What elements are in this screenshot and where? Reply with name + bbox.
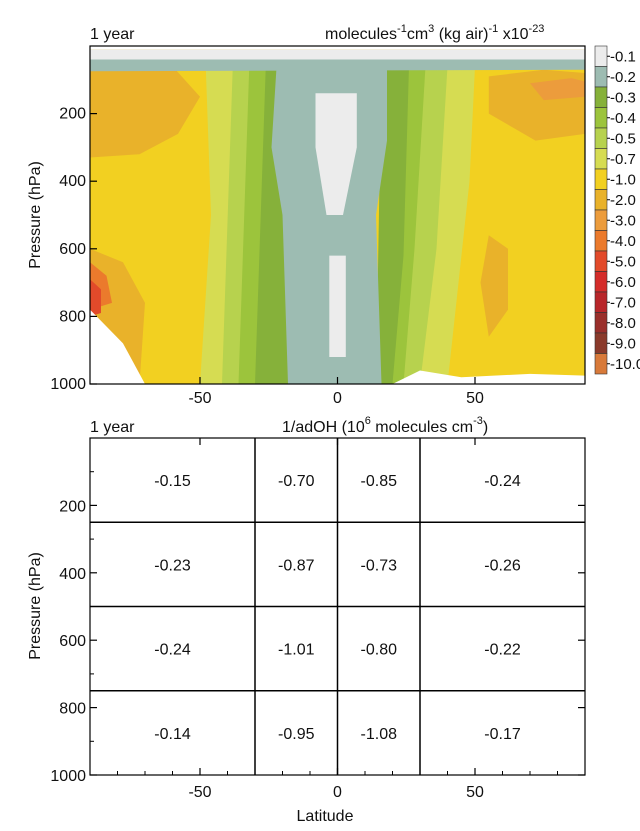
x-tick-label: 50 xyxy=(466,390,484,407)
table-axis-ticks: -50 0 50 200 400 600 800 1000 xyxy=(50,438,585,801)
colorbar-label: -8.0 xyxy=(610,315,636,332)
table-cell-value: -1.08 xyxy=(361,726,398,743)
table-cell-value: -0.73 xyxy=(361,557,398,574)
table-cell-value: -0.14 xyxy=(154,726,191,743)
table-cells: -0.15 -0.70 -0.85 -0.24 -0.23 -0.87 -0.73 -0.26… xyxy=(154,473,521,743)
y-tick-label: 600 xyxy=(59,633,86,650)
y-tick-label: 800 xyxy=(59,308,86,325)
colorbar-swatch xyxy=(594,209,608,231)
x-tick-label: 0 xyxy=(333,784,342,801)
x-tick-label: -50 xyxy=(188,390,211,407)
contour-ylabel: Pressure (hPa) xyxy=(27,161,44,269)
y-tick-label: 1000 xyxy=(50,768,86,785)
colorbar-label: -7.0 xyxy=(610,294,636,311)
y-tick-label: 1000 xyxy=(50,376,86,393)
table-cell-value: -0.23 xyxy=(154,557,191,574)
colorbar-label: -0.4 xyxy=(610,110,636,127)
contour-band xyxy=(90,49,585,60)
colorbar-swatch xyxy=(594,45,608,67)
colorbar-swatch xyxy=(594,353,608,375)
table-ylabel: Pressure (hPa) xyxy=(27,552,44,660)
colorbar-label: -5.0 xyxy=(610,253,636,270)
colorbar-swatch xyxy=(594,148,608,170)
colorbar-label: -0.2 xyxy=(610,69,636,86)
colorbar-label: -4.0 xyxy=(610,233,636,250)
grid-table-panel: -0.15 -0.70 -0.85 -0.24 -0.23 -0.87 -0.73 -0.26… xyxy=(27,415,586,825)
table-cell-value: -0.24 xyxy=(154,642,191,659)
table-cell-value: -0.17 xyxy=(484,726,521,743)
y-tick-label: 200 xyxy=(59,106,86,123)
contour-band xyxy=(90,279,101,317)
colorbar-label: -0.3 xyxy=(610,89,636,106)
contour-band xyxy=(271,59,387,384)
colorbar-label: -10.0 xyxy=(610,356,640,373)
table-cell-value: -0.22 xyxy=(484,642,521,659)
contour-band xyxy=(530,78,585,101)
table-grid-lines xyxy=(90,438,585,775)
colorbar-swatch xyxy=(594,230,608,252)
contour-panel: -50 0 50 200 400 600 800 1000 1 year molecules-… xyxy=(27,23,640,407)
contour-axis-ticks: -50 0 50 200 400 600 800 1000 xyxy=(50,106,484,407)
contour-units-label: molecules-1cm3 (kg air)-1 x10-23 xyxy=(325,23,544,43)
colorbar-swatch xyxy=(594,127,608,149)
contour-band xyxy=(392,370,585,384)
table-cell-value: -0.24 xyxy=(484,473,521,490)
colorbar-swatch xyxy=(594,332,608,354)
contour-band xyxy=(90,66,200,158)
contour-band xyxy=(315,93,357,215)
table-units-label: 1/adOH (106 molecules cm-3) xyxy=(282,415,488,436)
y-tick-label: 400 xyxy=(59,173,86,190)
colorbar-label: -1.0 xyxy=(610,171,636,188)
x-tick-label: 0 xyxy=(333,390,342,407)
colorbar-swatch xyxy=(594,189,608,211)
colorbar-label: -3.0 xyxy=(610,212,636,229)
colorbar-swatch xyxy=(594,271,608,293)
colorbar-label: -0.5 xyxy=(610,130,636,147)
table-period-label: 1 year xyxy=(90,419,135,436)
table-cell-value: -1.01 xyxy=(278,642,315,659)
table-cell-value: -0.26 xyxy=(484,557,521,574)
table-cell-value: -0.95 xyxy=(278,726,315,743)
colorbar-swatch xyxy=(594,107,608,129)
colorbar-swatch xyxy=(594,250,608,272)
y-tick-label: 200 xyxy=(59,498,86,515)
contour-period-label: 1 year xyxy=(90,26,135,43)
colorbar-label: -9.0 xyxy=(610,335,636,352)
x-tick-label: 50 xyxy=(466,784,484,801)
colorbar-label: -0.1 xyxy=(610,48,636,65)
colorbar-swatch xyxy=(594,291,608,313)
contour-band xyxy=(90,309,145,384)
table-cell-value: -0.85 xyxy=(361,473,398,490)
colorbar-label: -6.0 xyxy=(610,274,636,291)
colorbar-label: -2.0 xyxy=(610,192,636,209)
y-tick-label: 800 xyxy=(59,701,86,718)
contour-field xyxy=(90,49,585,384)
colorbar-label: -0.7 xyxy=(610,151,636,168)
table-xlabel: Latitude xyxy=(297,808,354,825)
y-tick-label: 400 xyxy=(59,566,86,583)
colorbar: -0.1 -0.2 -0.3 -0.4 -0.5 -0.7 -1.0 -2.0 -3.0 -4.0… xyxy=(594,45,640,375)
y-tick-label: 600 xyxy=(59,241,86,258)
colorbar-swatch xyxy=(594,312,608,334)
table-cell-value: -0.80 xyxy=(361,642,398,659)
table-cell-value: -0.87 xyxy=(278,557,315,574)
contour-band xyxy=(329,255,346,357)
x-tick-label: -50 xyxy=(188,784,211,801)
table-cell-value: -0.15 xyxy=(154,473,191,490)
colorbar-swatch xyxy=(594,168,608,190)
contour-band xyxy=(480,235,508,337)
colorbar-swatch xyxy=(594,86,608,108)
colorbar-swatch xyxy=(594,66,608,88)
table-cell-value: -0.70 xyxy=(278,473,315,490)
